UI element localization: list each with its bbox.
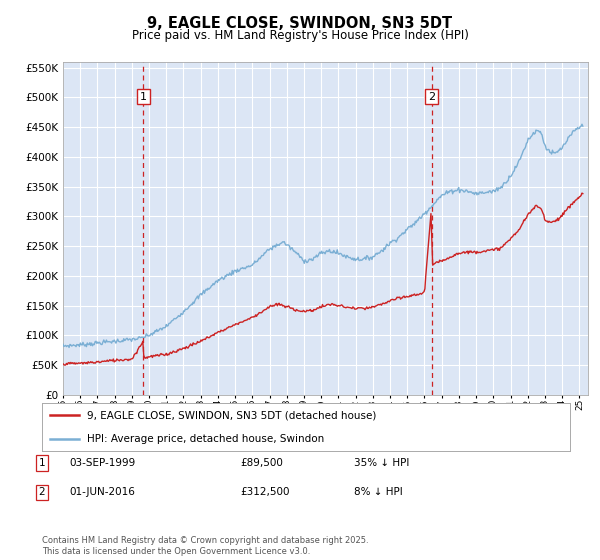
Text: Price paid vs. HM Land Registry's House Price Index (HPI): Price paid vs. HM Land Registry's House … xyxy=(131,29,469,42)
Text: 1: 1 xyxy=(38,458,46,468)
Text: 9, EAGLE CLOSE, SWINDON, SN3 5DT: 9, EAGLE CLOSE, SWINDON, SN3 5DT xyxy=(148,16,452,31)
Text: 01-JUN-2016: 01-JUN-2016 xyxy=(69,487,135,497)
Text: Contains HM Land Registry data © Crown copyright and database right 2025.
This d: Contains HM Land Registry data © Crown c… xyxy=(42,536,368,556)
Text: £312,500: £312,500 xyxy=(240,487,290,497)
Text: 1: 1 xyxy=(140,92,147,101)
Text: 2: 2 xyxy=(428,92,435,101)
Text: £89,500: £89,500 xyxy=(240,458,283,468)
Text: 9, EAGLE CLOSE, SWINDON, SN3 5DT (detached house): 9, EAGLE CLOSE, SWINDON, SN3 5DT (detach… xyxy=(87,410,376,420)
Text: HPI: Average price, detached house, Swindon: HPI: Average price, detached house, Swin… xyxy=(87,434,324,444)
Text: 03-SEP-1999: 03-SEP-1999 xyxy=(69,458,135,468)
Text: 35% ↓ HPI: 35% ↓ HPI xyxy=(354,458,409,468)
Text: 8% ↓ HPI: 8% ↓ HPI xyxy=(354,487,403,497)
Text: 2: 2 xyxy=(38,487,46,497)
